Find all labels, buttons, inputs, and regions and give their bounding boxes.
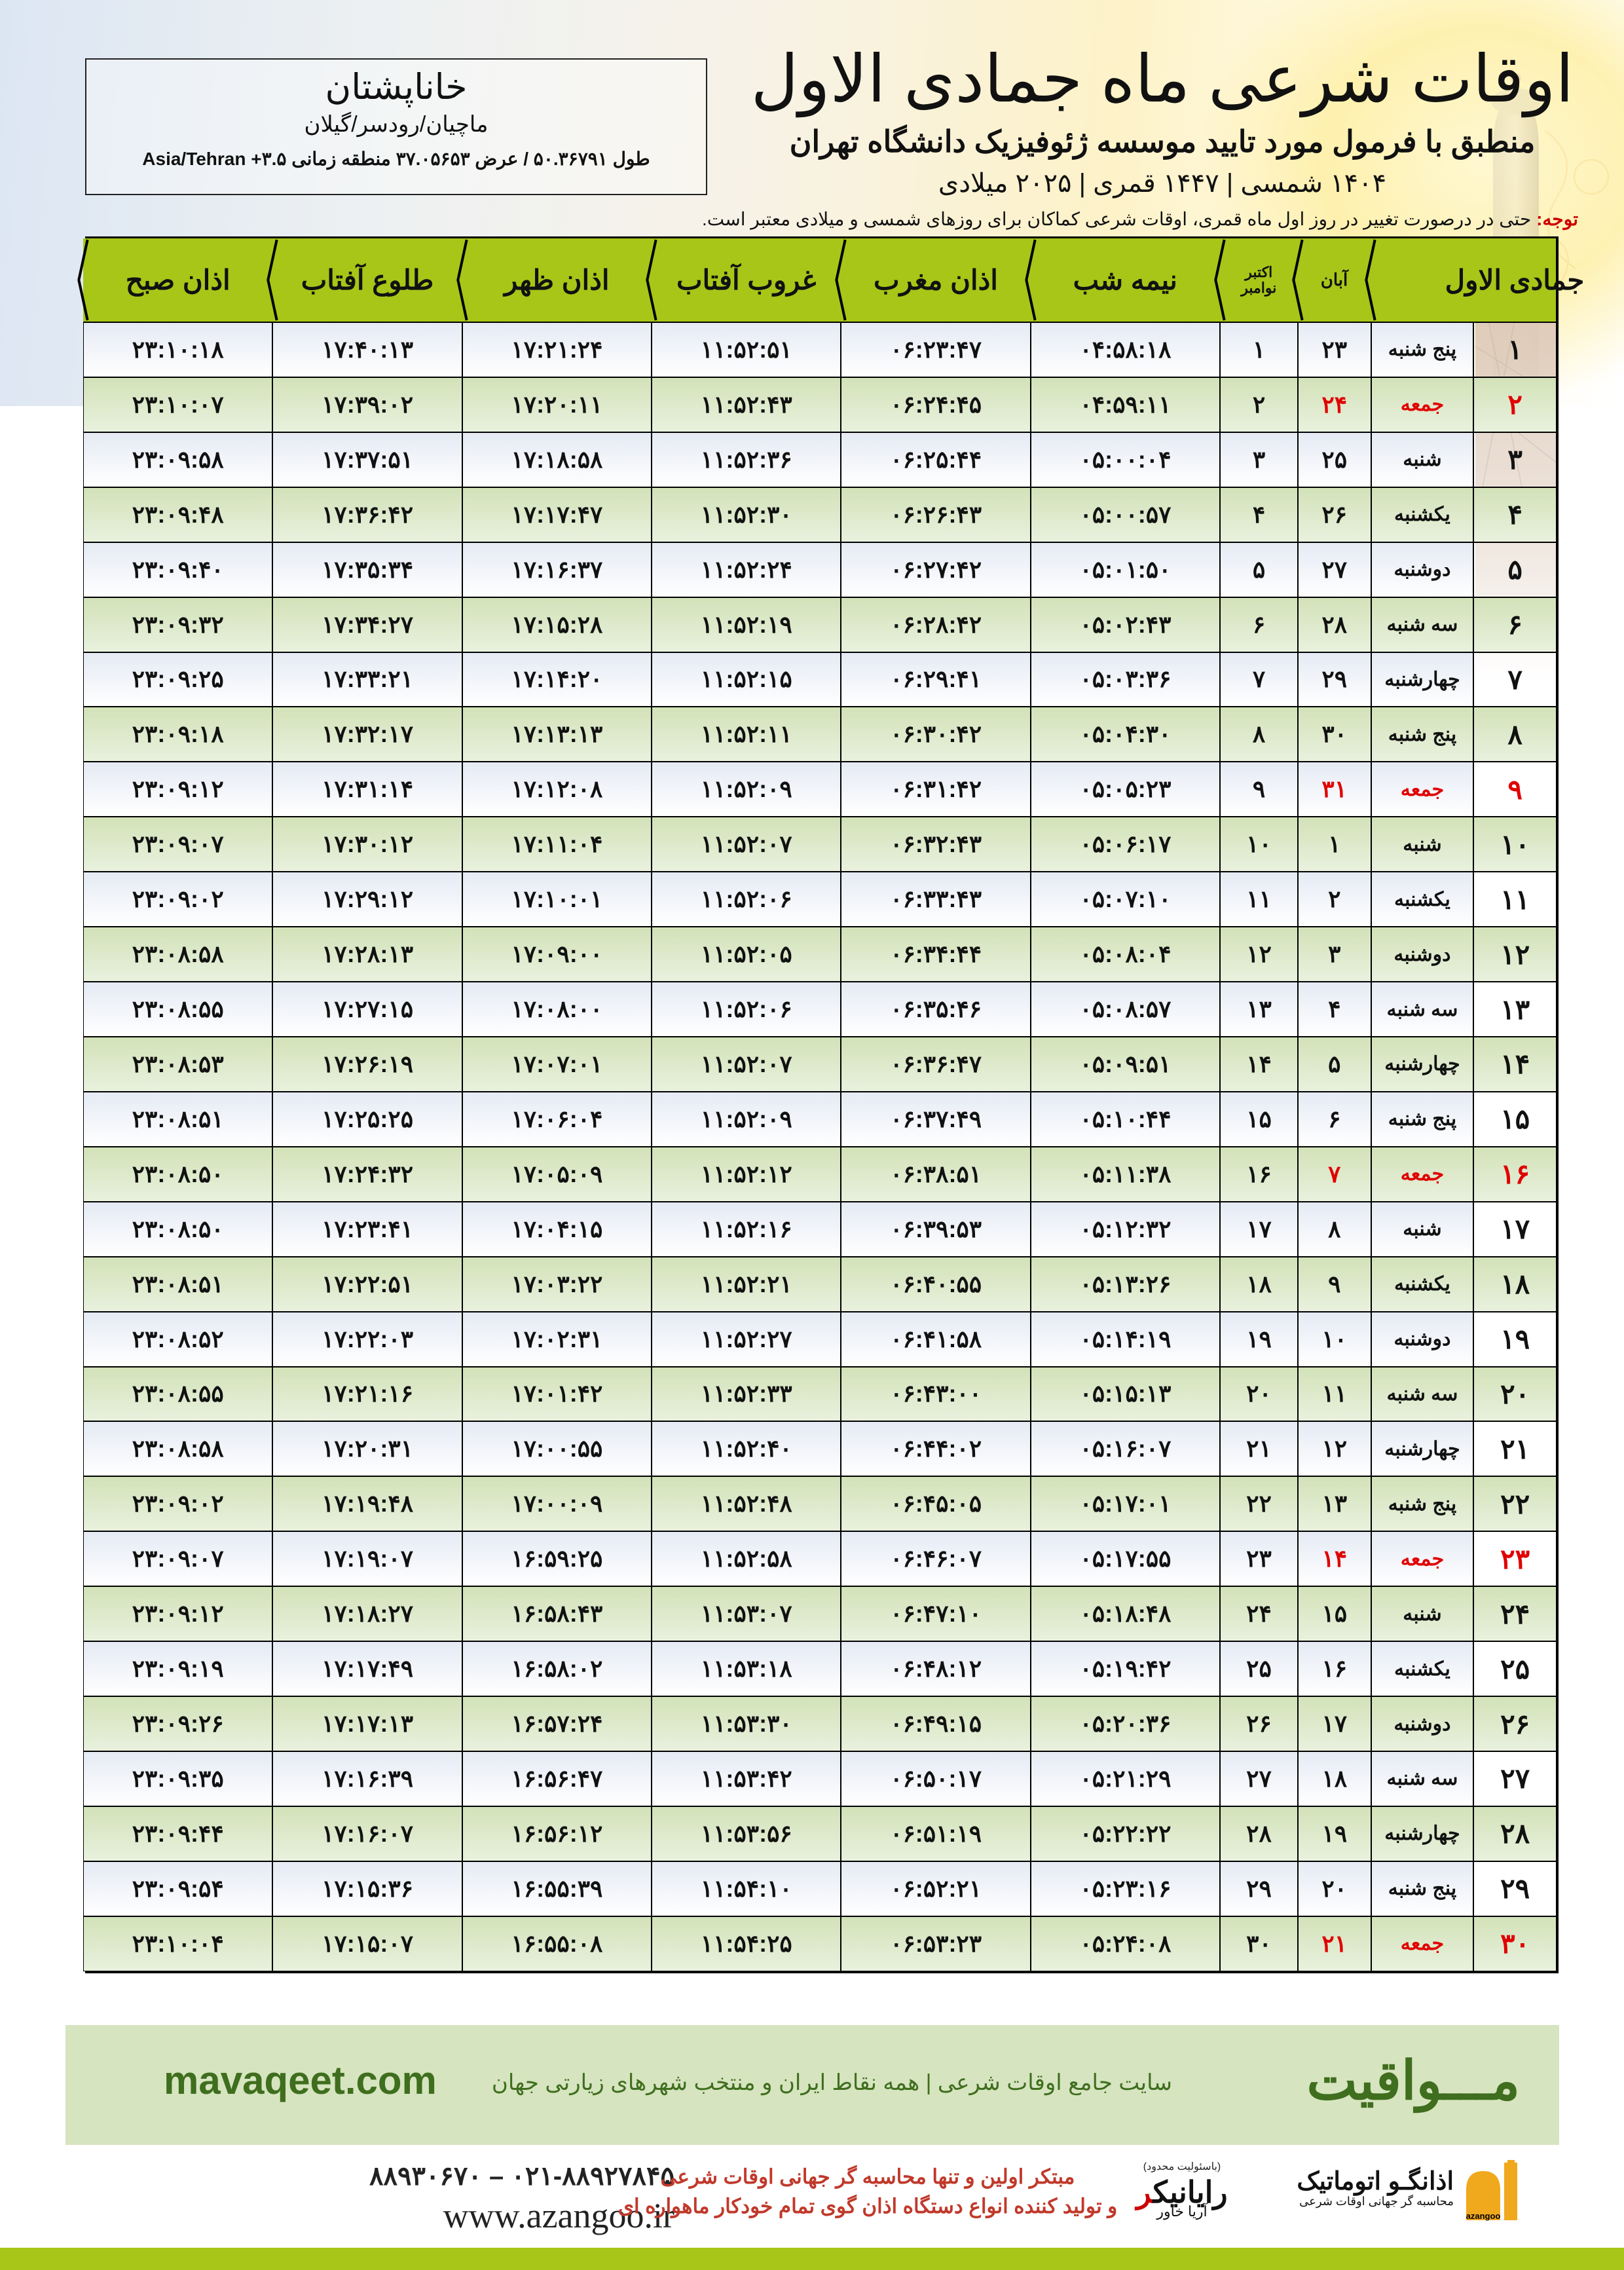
svg-text:azangoo: azangoo [1466,2211,1501,2221]
